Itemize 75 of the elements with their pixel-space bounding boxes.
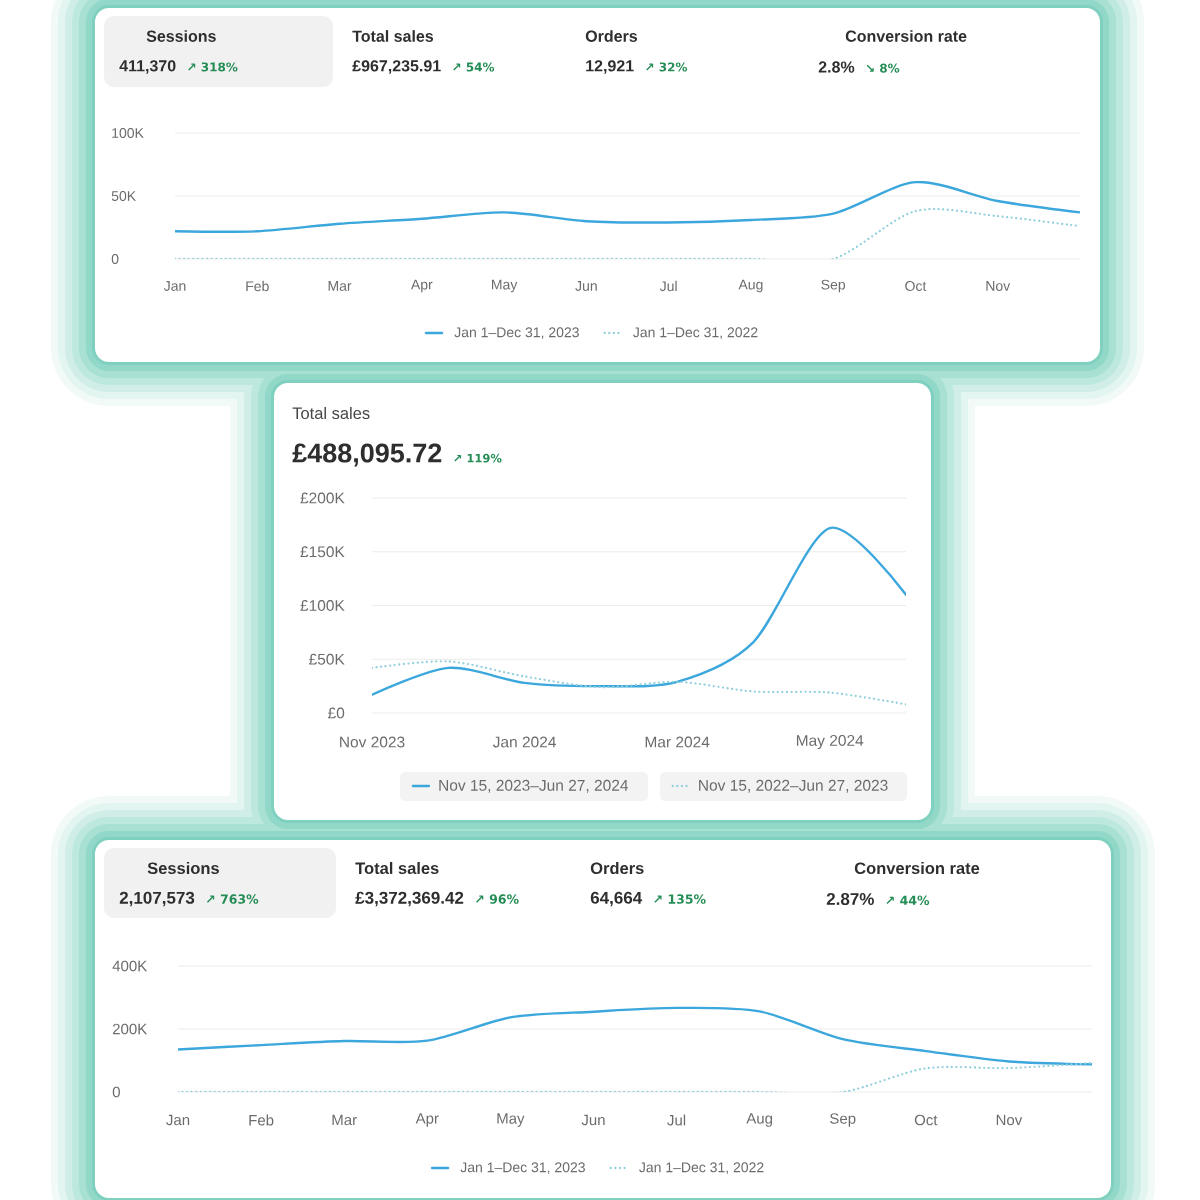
y-tick-label: 50K	[111, 191, 136, 201]
y-tick-label: £0	[328, 707, 345, 719]
x-tick-label: Apr	[410, 279, 433, 293]
legend-label: Jan 1–Dec 31, 2022	[639, 1162, 764, 1174]
y-tick-label: 0	[111, 254, 119, 264]
x-tick-label: Nov	[996, 1114, 1023, 1126]
x-tick-label: May	[497, 1113, 525, 1127]
x-tick-label: May 2024	[796, 734, 864, 750]
legend-label: Nov 15, 2022–Jun 27, 2023	[699, 779, 888, 793]
x-tick-label: May	[492, 279, 518, 293]
x-tick-label: Jan	[166, 1114, 190, 1126]
text: ↗ 54%	[453, 62, 495, 72]
x-tick-label: Sep	[830, 1113, 856, 1127]
x-tick-label: Feb	[246, 280, 269, 292]
x-tick-label: Aug	[746, 1113, 773, 1127]
text: 12,921	[586, 60, 634, 74]
y-tick-label: £150K	[300, 546, 345, 558]
text: 64,664	[590, 891, 643, 907]
x-tick-label: Aug	[738, 279, 763, 293]
text: ↗ 32%	[646, 62, 688, 72]
text: ↗ 763%	[206, 894, 259, 904]
y-tick-label: £100K	[300, 600, 345, 611]
legend-label: Jan 1–Dec 31, 2023	[460, 1162, 585, 1174]
x-tick-label: Jan 2024	[492, 736, 556, 748]
y-tick-label: 400K	[112, 960, 148, 972]
text: ↗ 119%	[454, 453, 502, 463]
text: 2.8%	[818, 61, 855, 73]
text: Conversion rate	[854, 861, 980, 875]
text: Total sales	[355, 861, 439, 875]
x-tick-label: Jul	[659, 280, 677, 292]
legend-label: Jan 1–Dec 31, 2023	[454, 327, 579, 339]
x-tick-label: Jul	[667, 1114, 686, 1126]
x-tick-label: Oct	[905, 281, 927, 291]
y-tick-label: 200K	[112, 1023, 148, 1035]
text: Sessions	[147, 861, 219, 875]
text: 2.87%	[826, 892, 874, 906]
y-tick-label: 100K	[112, 128, 144, 138]
x-tick-label: Nov	[986, 281, 1011, 291]
text: £3,372,369.42	[355, 891, 464, 907]
chart-title: Total sales	[292, 406, 370, 420]
x-tick-label: Mar 2024	[645, 736, 710, 748]
legend-label: Nov 15, 2023–Jun 27, 2024	[439, 779, 629, 793]
text: ↗ 44%	[886, 895, 930, 906]
y-tick-label: £200K	[300, 492, 345, 504]
y-tick-label: 0	[112, 1086, 120, 1098]
x-tick-label: Jan	[163, 281, 186, 291]
x-tick-label: Jun	[581, 1114, 605, 1126]
legend-label: Jan 1–Dec 31, 2022	[633, 327, 758, 339]
x-tick-label: Jun	[575, 281, 597, 291]
text: ↗ 96%	[476, 894, 519, 904]
text: Total sales	[352, 30, 434, 42]
text: Orders	[585, 30, 638, 42]
chart-subtitle: £488,095.72	[292, 443, 442, 467]
line-series	[372, 660, 906, 706]
x-tick-label: Mar	[328, 281, 352, 291]
x-tick-label: Oct	[914, 1114, 938, 1126]
text: £967,235.91	[352, 60, 441, 74]
x-tick-label: Mar	[332, 1114, 357, 1126]
text: ↗ 318%	[188, 62, 238, 72]
text: Orders	[590, 861, 644, 875]
x-tick-label: Nov 2023	[340, 736, 405, 748]
x-tick-label: Sep	[821, 279, 846, 293]
line-series	[175, 180, 1081, 233]
text: Sessions	[146, 30, 216, 42]
text: ↗ 135%	[654, 894, 706, 904]
text: Conversion rate	[845, 30, 967, 42]
y-tick-label: £50K	[309, 653, 345, 665]
x-tick-label: Apr	[415, 1113, 439, 1127]
line-series	[178, 1006, 1093, 1066]
text: 411,370	[119, 60, 176, 74]
text: 2,107,573	[119, 891, 195, 907]
text: ↘ 8%	[866, 63, 900, 73]
line-series	[178, 1061, 1093, 1093]
x-tick-label: Feb	[249, 1114, 274, 1126]
line-series	[372, 526, 906, 696]
